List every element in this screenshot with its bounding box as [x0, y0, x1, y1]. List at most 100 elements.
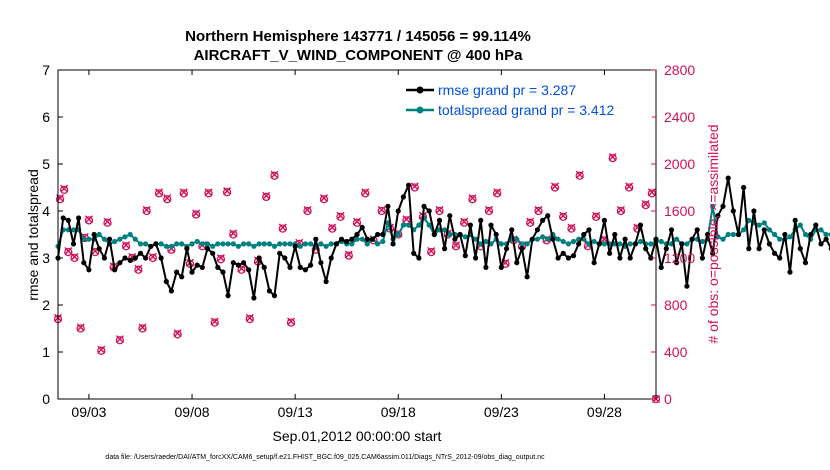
rmse-point: [230, 260, 236, 266]
obs-assimilated-point: [270, 170, 279, 179]
rmse-point: [184, 246, 190, 252]
obs-assimilated-stroke: [501, 258, 510, 267]
rmse-point: [777, 255, 783, 261]
obs-assimilated-point: [155, 188, 164, 197]
rmse-point: [663, 246, 669, 252]
spread-point: [756, 222, 762, 228]
obs-possible-point: [608, 153, 617, 163]
rmse-point: [292, 243, 298, 249]
spread-point: [601, 241, 608, 247]
rmse-point: [509, 227, 515, 233]
rmse-point: [65, 217, 71, 223]
obs-assimilated-stroke: [148, 252, 157, 261]
rmse-point: [395, 208, 401, 214]
y2-tick-label: 1200: [664, 250, 695, 266]
obs-assimilated-point: [484, 205, 493, 214]
rmse-point: [735, 231, 742, 238]
spread-point: [560, 238, 566, 245]
spread-point: [720, 236, 726, 242]
spread-point: [137, 241, 144, 247]
obs-assimilated-point: [64, 246, 73, 255]
obs-assimilated-stroke: [336, 211, 345, 220]
legend-spread-marker: [416, 106, 424, 114]
spread-point: [787, 234, 793, 240]
obs-assimilated-point: [427, 246, 436, 255]
spread-point: [127, 231, 133, 238]
spread-point: [540, 234, 546, 240]
obs-assimilated-stroke: [526, 217, 535, 226]
obs-assimilated-stroke: [377, 205, 386, 214]
obs-assimilated-stroke: [76, 323, 85, 332]
obs-assimilated-point: [245, 313, 254, 322]
rmse-point: [235, 262, 241, 268]
rmse-point: [576, 241, 582, 247]
rmse-point: [251, 295, 257, 301]
obs-assimilated-stroke: [493, 188, 502, 197]
obs-assimilated-point: [647, 188, 656, 197]
obs-assimilated-stroke: [173, 329, 182, 338]
spread-point: [483, 238, 489, 245]
y-axis-label: rmse and totalspread: [25, 169, 41, 301]
spread-point: [416, 222, 422, 228]
obs-assimilated-stroke: [353, 217, 361, 226]
obs-possible-point: [192, 210, 201, 219]
obs-assimilated-stroke: [204, 188, 213, 197]
obs-assimilated-stroke: [287, 317, 296, 326]
obs-assimilated-stroke: [451, 241, 460, 250]
rmse-point: [473, 255, 479, 261]
rmse-point: [648, 255, 654, 261]
rmse-point: [524, 274, 530, 280]
obs-assimilated-stroke: [270, 170, 279, 179]
obs-possible-point: [173, 330, 182, 339]
obs-assimilated-point: [402, 215, 411, 224]
rmse-point: [416, 255, 422, 261]
spread-point: [447, 231, 453, 238]
obs-possible-point: [60, 185, 69, 195]
obs-assimilated-stroke: [155, 188, 164, 197]
obs-possible-point: [336, 212, 345, 222]
obs-assimilated-stroke: [484, 205, 493, 214]
rmse-point: [344, 238, 350, 245]
rmse-point: [787, 269, 793, 275]
rmse-point: [287, 264, 293, 270]
x-tick-label: 09/08: [175, 404, 210, 420]
obs-possible-point: [204, 189, 213, 198]
spread-point: [725, 231, 731, 238]
rmse-point: [612, 231, 618, 238]
obs-assimilated-point: [142, 205, 151, 214]
spread-point: [287, 241, 293, 247]
obs-possible-point: [377, 206, 386, 216]
rmse-point: [174, 269, 180, 275]
chart-subtitle: AIRCRAFT_V_WIND_COMPONENT @ 400 hPa: [194, 47, 524, 64]
obs-possible-point: [70, 253, 79, 263]
obs-assimilated-point: [262, 191, 271, 200]
obs-possible-point: [625, 183, 634, 192]
spread-point: [406, 222, 412, 228]
y-tick-label: 6: [42, 109, 50, 125]
rmse-point: [591, 260, 597, 266]
obs-possible-point: [163, 195, 172, 204]
legend-rmse-marker: [416, 86, 424, 94]
rmse-point: [220, 269, 226, 275]
obs-assimilated-point: [641, 199, 650, 208]
rmse-point: [658, 264, 664, 270]
spread-point: [514, 236, 520, 242]
obs-possible-point: [410, 183, 419, 192]
rmse-point: [632, 241, 639, 247]
obs-possible-point: [575, 171, 584, 180]
obs-assimilated-stroke: [427, 246, 436, 255]
rmse-point: [210, 250, 216, 256]
obs-assimilated-point: [103, 217, 112, 226]
y-tick-label: 2: [42, 297, 50, 313]
obs-assimilated-stroke: [142, 205, 151, 214]
rmse-point: [550, 236, 556, 242]
rmse-point: [194, 262, 200, 268]
obs-possible-point: [468, 195, 477, 204]
obs-assimilated-stroke: [534, 205, 543, 214]
obs-assimilated-stroke: [575, 170, 584, 179]
spread-point: [204, 241, 211, 247]
spread-point: [256, 241, 262, 247]
spread-point: [199, 241, 205, 247]
rmse-point: [452, 236, 458, 242]
spread-point: [545, 236, 551, 242]
